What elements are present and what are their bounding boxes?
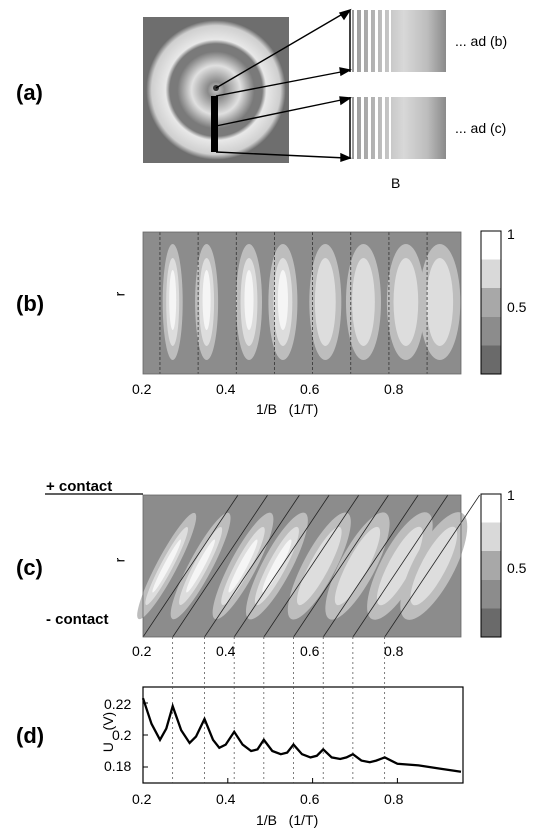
d-y-tick: 0.18 <box>104 758 132 774</box>
panel-d-label: (d) <box>16 723 45 748</box>
plot-d <box>141 637 464 784</box>
heatmap-b-band-core <box>352 258 375 346</box>
panel-b-y-label: r <box>111 291 128 297</box>
panel-b-label: (b) <box>16 291 45 316</box>
b-x-tick: 0.8 <box>384 381 404 397</box>
b-colorbar-tick-05: 0.5 <box>507 299 527 315</box>
strip-image-c <box>349 97 446 159</box>
heatmap-c <box>137 494 481 638</box>
heatmap-c-slanted-line <box>142 494 239 638</box>
heatmap-c-slanted-line <box>384 494 481 638</box>
callout-ad-b: ... ad (b) <box>455 33 508 49</box>
top-contact-label: + contact <box>46 478 113 495</box>
callout-arrows <box>215 8 353 162</box>
heatmap-c-band-core <box>376 526 423 606</box>
colorbar-b <box>480 230 502 375</box>
c-x-tick: 0.2 <box>132 643 152 659</box>
c-colorbar-tick-1: 1 <box>507 487 515 503</box>
heatmap-b-band-core <box>393 258 419 346</box>
heatmap-b-band-core <box>426 258 454 346</box>
d-x-tick: 0.6 <box>300 791 320 807</box>
d-x-tick: 0.4 <box>216 791 236 807</box>
heatmap-c-slanted-line <box>172 494 269 638</box>
panel-c-y-label: r <box>111 557 128 563</box>
heatmap-c-slanted-line <box>322 494 419 638</box>
b-colorbar-tick-1: 1 <box>507 226 515 242</box>
colorbar-c <box>480 493 502 638</box>
heatmap-c-slanted-line <box>263 494 360 638</box>
b-x-tick: 0.2 <box>132 381 152 397</box>
panel-a-label: (a) <box>16 80 43 105</box>
d-y-tick: 0.2 <box>112 727 132 743</box>
c-colorbar-tick-05: 0.5 <box>507 560 527 576</box>
heatmap-b-band-peak <box>169 270 177 330</box>
c-x-tick: 0.6 <box>300 643 320 659</box>
heatmap-c-band-peak <box>152 539 182 593</box>
panel-c-label: (c) <box>16 555 43 580</box>
d-x-tick: 0.8 <box>384 791 404 807</box>
voltage-curve <box>141 697 462 773</box>
panel-b-x-label: 1/B (1/T) <box>256 401 319 417</box>
heatmap-c-band-peak <box>186 539 216 593</box>
heatmap-c-slanted-line <box>352 494 449 638</box>
heatmap-c-band-core <box>296 526 342 606</box>
heatmap-b-band-peak <box>244 270 254 330</box>
heatmap-b-band-peak <box>202 270 211 330</box>
heatmap-b <box>142 231 462 375</box>
b-x-tick: 0.4 <box>216 381 236 397</box>
c-x-tick: 0.8 <box>384 643 404 659</box>
b-x-tick: 0.6 <box>300 381 320 397</box>
heatmap-c-slanted-line <box>233 494 330 638</box>
heatmap-b-band-core <box>314 258 336 346</box>
d-x-tick: 0.2 <box>132 791 152 807</box>
heatmap-c-band-core <box>334 526 381 606</box>
bottom-contact-label: - contact <box>46 611 109 628</box>
strip-image-b <box>349 10 446 72</box>
ring-image <box>143 17 289 163</box>
c-x-tick: 0.4 <box>216 643 236 659</box>
heatmap-b-band-peak <box>277 270 288 330</box>
panel-a-x-label: B <box>391 175 401 191</box>
heatmap-c-slanted-line <box>293 494 389 638</box>
d-y-tick: 0.22 <box>104 696 132 712</box>
panel-d-x-label: 1/B (1/T) <box>256 812 319 828</box>
callout-ad-c: ... ad (c) <box>455 120 507 136</box>
heatmap-c-band-peak <box>228 539 258 593</box>
heatmap-c-band-peak <box>262 539 292 593</box>
heatmap-c-slanted-line <box>204 494 300 638</box>
